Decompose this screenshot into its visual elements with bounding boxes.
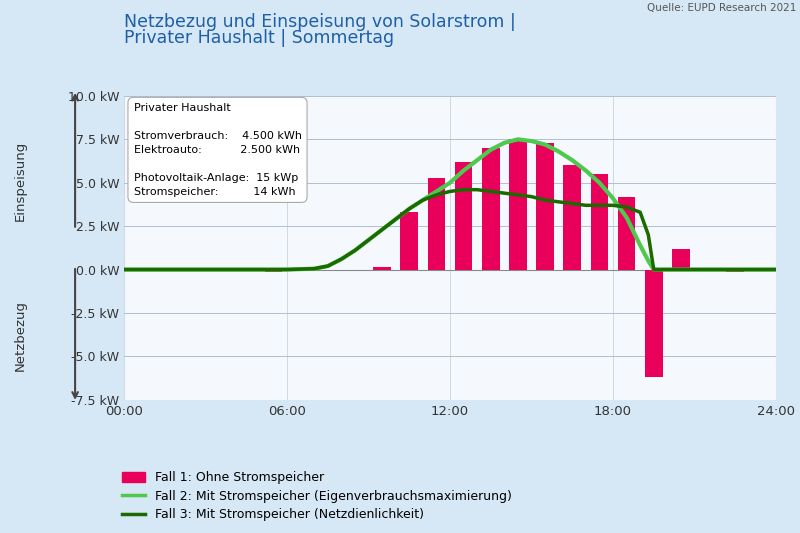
Bar	[238, 270, 255, 271]
Bar	[427, 177, 446, 270]
Text: Netzbezug und Einspeisung von Solarstrom |: Netzbezug und Einspeisung von Solarstrom…	[124, 13, 516, 31]
Bar	[590, 174, 608, 270]
Text: Netzbezug: Netzbezug	[14, 300, 26, 372]
Text: Quelle: EUPD Research 2021: Quelle: EUPD Research 2021	[646, 3, 796, 13]
Bar	[740, 270, 758, 271]
Legend: Fall 1: Ohne Stromspeicher, Fall 2: Mit Stromspeicher (Eigenverbrauchsmaximierun: Fall 1: Ohne Stromspeicher, Fall 2: Mit …	[122, 471, 512, 521]
Text: Privater Haushalt

Stromverbrauch:    4.500 kWh
Elektroauto:           2.500 kWh: Privater Haushalt Stromverbrauch: 4.500 …	[134, 103, 302, 197]
Bar	[536, 143, 554, 270]
Bar	[509, 139, 526, 270]
Text: Privater Haushalt | Sommertag: Privater Haushalt | Sommertag	[124, 29, 394, 47]
Bar	[265, 270, 282, 272]
Bar	[482, 148, 499, 270]
Text: Einspeisung: Einspeisung	[14, 141, 26, 221]
Bar	[563, 165, 581, 270]
Bar	[454, 162, 473, 270]
Bar	[713, 270, 730, 271]
Bar	[726, 270, 744, 272]
Bar	[672, 249, 690, 270]
Bar	[374, 267, 391, 270]
Bar	[618, 197, 635, 270]
Bar	[645, 270, 662, 377]
Bar	[401, 212, 418, 270]
